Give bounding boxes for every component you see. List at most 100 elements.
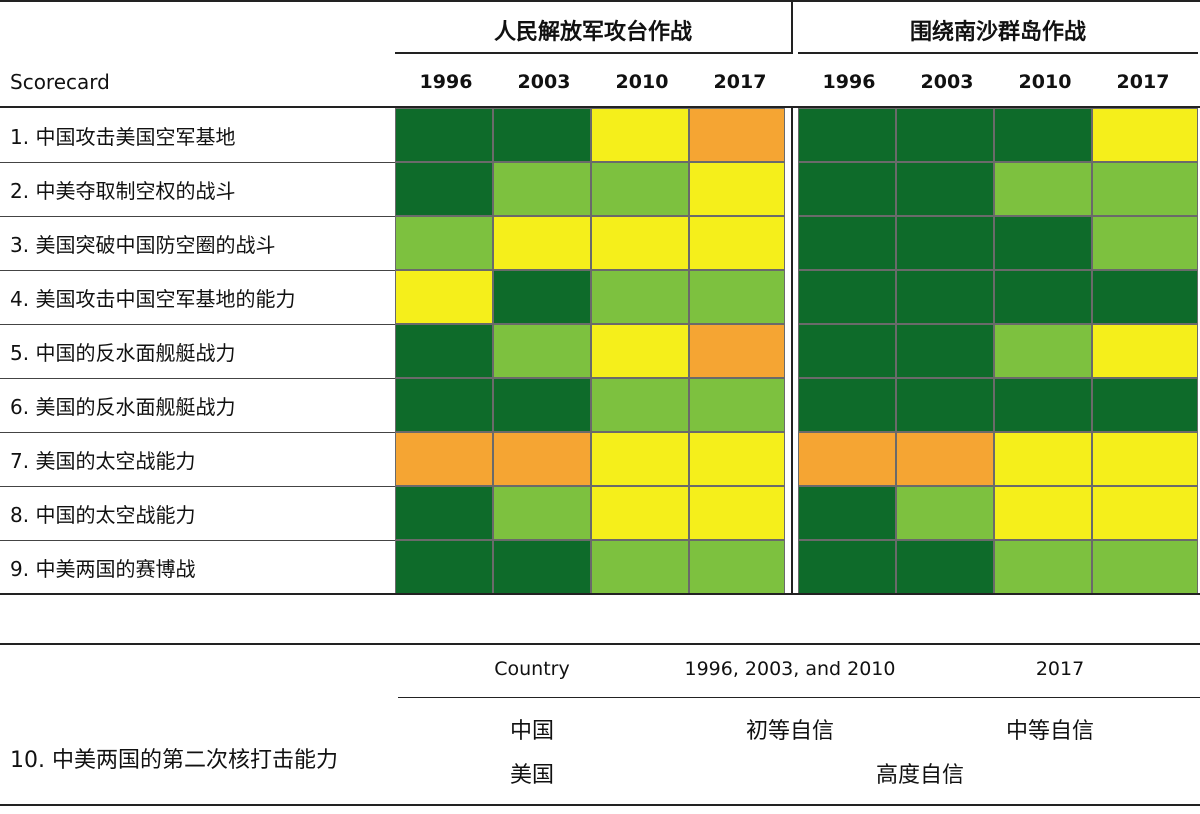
nuclear-row-label: 10. 中美两国的第二次核打击能力 (10, 748, 338, 773)
group-title-spratly: 围绕南沙群岛作战 (909, 20, 1086, 45)
year-label: 2017 (713, 71, 767, 93)
heatmap-bottom-rule (0, 593, 1200, 595)
heatmap-cell (689, 540, 785, 594)
heatmap-cell (689, 270, 785, 324)
year-label: 2003 (517, 71, 571, 93)
heatmap-cell (1092, 378, 1198, 432)
heatmap-cell (689, 162, 785, 216)
heatmap-cell (798, 162, 896, 216)
heatmap-cell (591, 540, 689, 594)
heatmap-cell (689, 216, 785, 270)
heatmap-cell (1092, 270, 1198, 324)
group-rule-taiwan (395, 52, 791, 54)
heatmap-cell (896, 108, 994, 162)
heatmap-cell (591, 486, 689, 540)
heatmap-cell (896, 486, 994, 540)
heatmap-cell (689, 432, 785, 486)
row-label: 8. 中国的太空战能力 (10, 503, 196, 527)
heatmap-cell (689, 378, 785, 432)
year-label: 2010 (615, 71, 669, 93)
top-rule (0, 0, 1200, 2)
nuclear-header-country: Country (494, 658, 570, 680)
row-label: 9. 中美两国的赛博战 (10, 557, 196, 581)
heatmap-cell (896, 378, 994, 432)
nuclear-country-china: 中国 (509, 719, 554, 744)
row-divider (0, 540, 395, 541)
nuclear-bottom-rule (0, 804, 1200, 806)
heatmap-cell (994, 486, 1092, 540)
heatmap-cell (1092, 162, 1198, 216)
heatmap-cell (395, 540, 493, 594)
heatmap-cell (689, 324, 785, 378)
heatmap-cell (493, 540, 591, 594)
row-label: 7. 美国的太空战能力 (10, 449, 196, 473)
row-divider (0, 324, 395, 325)
header-rule (0, 106, 1200, 108)
heatmap-cell (591, 162, 689, 216)
scorecard-header: Scorecard (10, 70, 110, 94)
heatmap-cell (1092, 216, 1198, 270)
heatmap-cell (1092, 540, 1198, 594)
heatmap-cell (395, 378, 493, 432)
row-label: 2. 中美夺取制空权的战斗 (10, 179, 236, 203)
heatmap-cell (798, 378, 896, 432)
heatmap-cell (994, 540, 1092, 594)
heatmap-cell (493, 270, 591, 324)
heatmap-cell (798, 540, 896, 594)
nuclear-header-rule (398, 697, 1200, 698)
heatmap-cell (591, 378, 689, 432)
heatmap-cell (591, 216, 689, 270)
nuclear-header-early: 1996, 2003, and 2010 (684, 658, 896, 680)
row-label: 1. 中国攻击美国空军基地 (10, 125, 236, 149)
row-divider (0, 270, 395, 271)
heatmap-cell (994, 108, 1092, 162)
heatmap-cell (591, 108, 689, 162)
heatmap-cell (798, 108, 896, 162)
heatmap-cell (994, 162, 1092, 216)
year-label: 2003 (920, 71, 974, 93)
heatmap-cell (1092, 108, 1198, 162)
heatmap-cell (1092, 432, 1198, 486)
heatmap-cell (689, 486, 785, 540)
heatmap-cell (896, 432, 994, 486)
heatmap-cell (395, 270, 493, 324)
heatmap-cell (493, 108, 591, 162)
heatmap-cell (994, 216, 1092, 270)
row-label: 5. 中国的反水面舰艇战力 (10, 341, 236, 365)
heatmap-cell (994, 270, 1092, 324)
heatmap-cell (994, 324, 1092, 378)
nuclear-top-rule (0, 643, 1200, 645)
heatmap-cell (798, 216, 896, 270)
heatmap-cell (493, 378, 591, 432)
year-label: 1996 (419, 71, 473, 93)
heatmap-cell (896, 324, 994, 378)
heatmap-cell (591, 324, 689, 378)
row-divider (0, 162, 395, 163)
heatmap-cell (395, 162, 493, 216)
row-divider (0, 486, 395, 487)
row-label: 6. 美国的反水面舰艇战力 (10, 395, 236, 419)
nuclear-country-usa: 美国 (509, 763, 554, 788)
row-divider (0, 216, 395, 217)
heatmap-cell (395, 216, 493, 270)
group-rule-spratly (798, 52, 1198, 54)
heatmap-cell (798, 432, 896, 486)
heatmap-cell (493, 432, 591, 486)
row-divider (0, 432, 395, 433)
heatmap: 1. 中国攻击美国空军基地 2. 中美夺取制空权的战斗 3. 美国突破中国防空圈的战… (0, 108, 1198, 594)
heatmap-cell (994, 432, 1092, 486)
row-divider (0, 378, 395, 379)
group-separator-line (791, 108, 793, 594)
heatmap-cell (798, 324, 896, 378)
heatmap-cell (1092, 324, 1198, 378)
nuclear-china-late: 中等自信 (1005, 719, 1094, 744)
heatmap-cell (896, 162, 994, 216)
heatmap-cell (798, 270, 896, 324)
heatmap-cell (591, 432, 689, 486)
row-label: 4. 美国攻击中国空军基地的能力 (10, 287, 296, 311)
nuclear-china-early: 初等自信 (745, 719, 834, 744)
heatmap-cell (896, 216, 994, 270)
heatmap-cell (994, 378, 1092, 432)
heatmap-cell (689, 108, 785, 162)
heatmap-cell (798, 486, 896, 540)
